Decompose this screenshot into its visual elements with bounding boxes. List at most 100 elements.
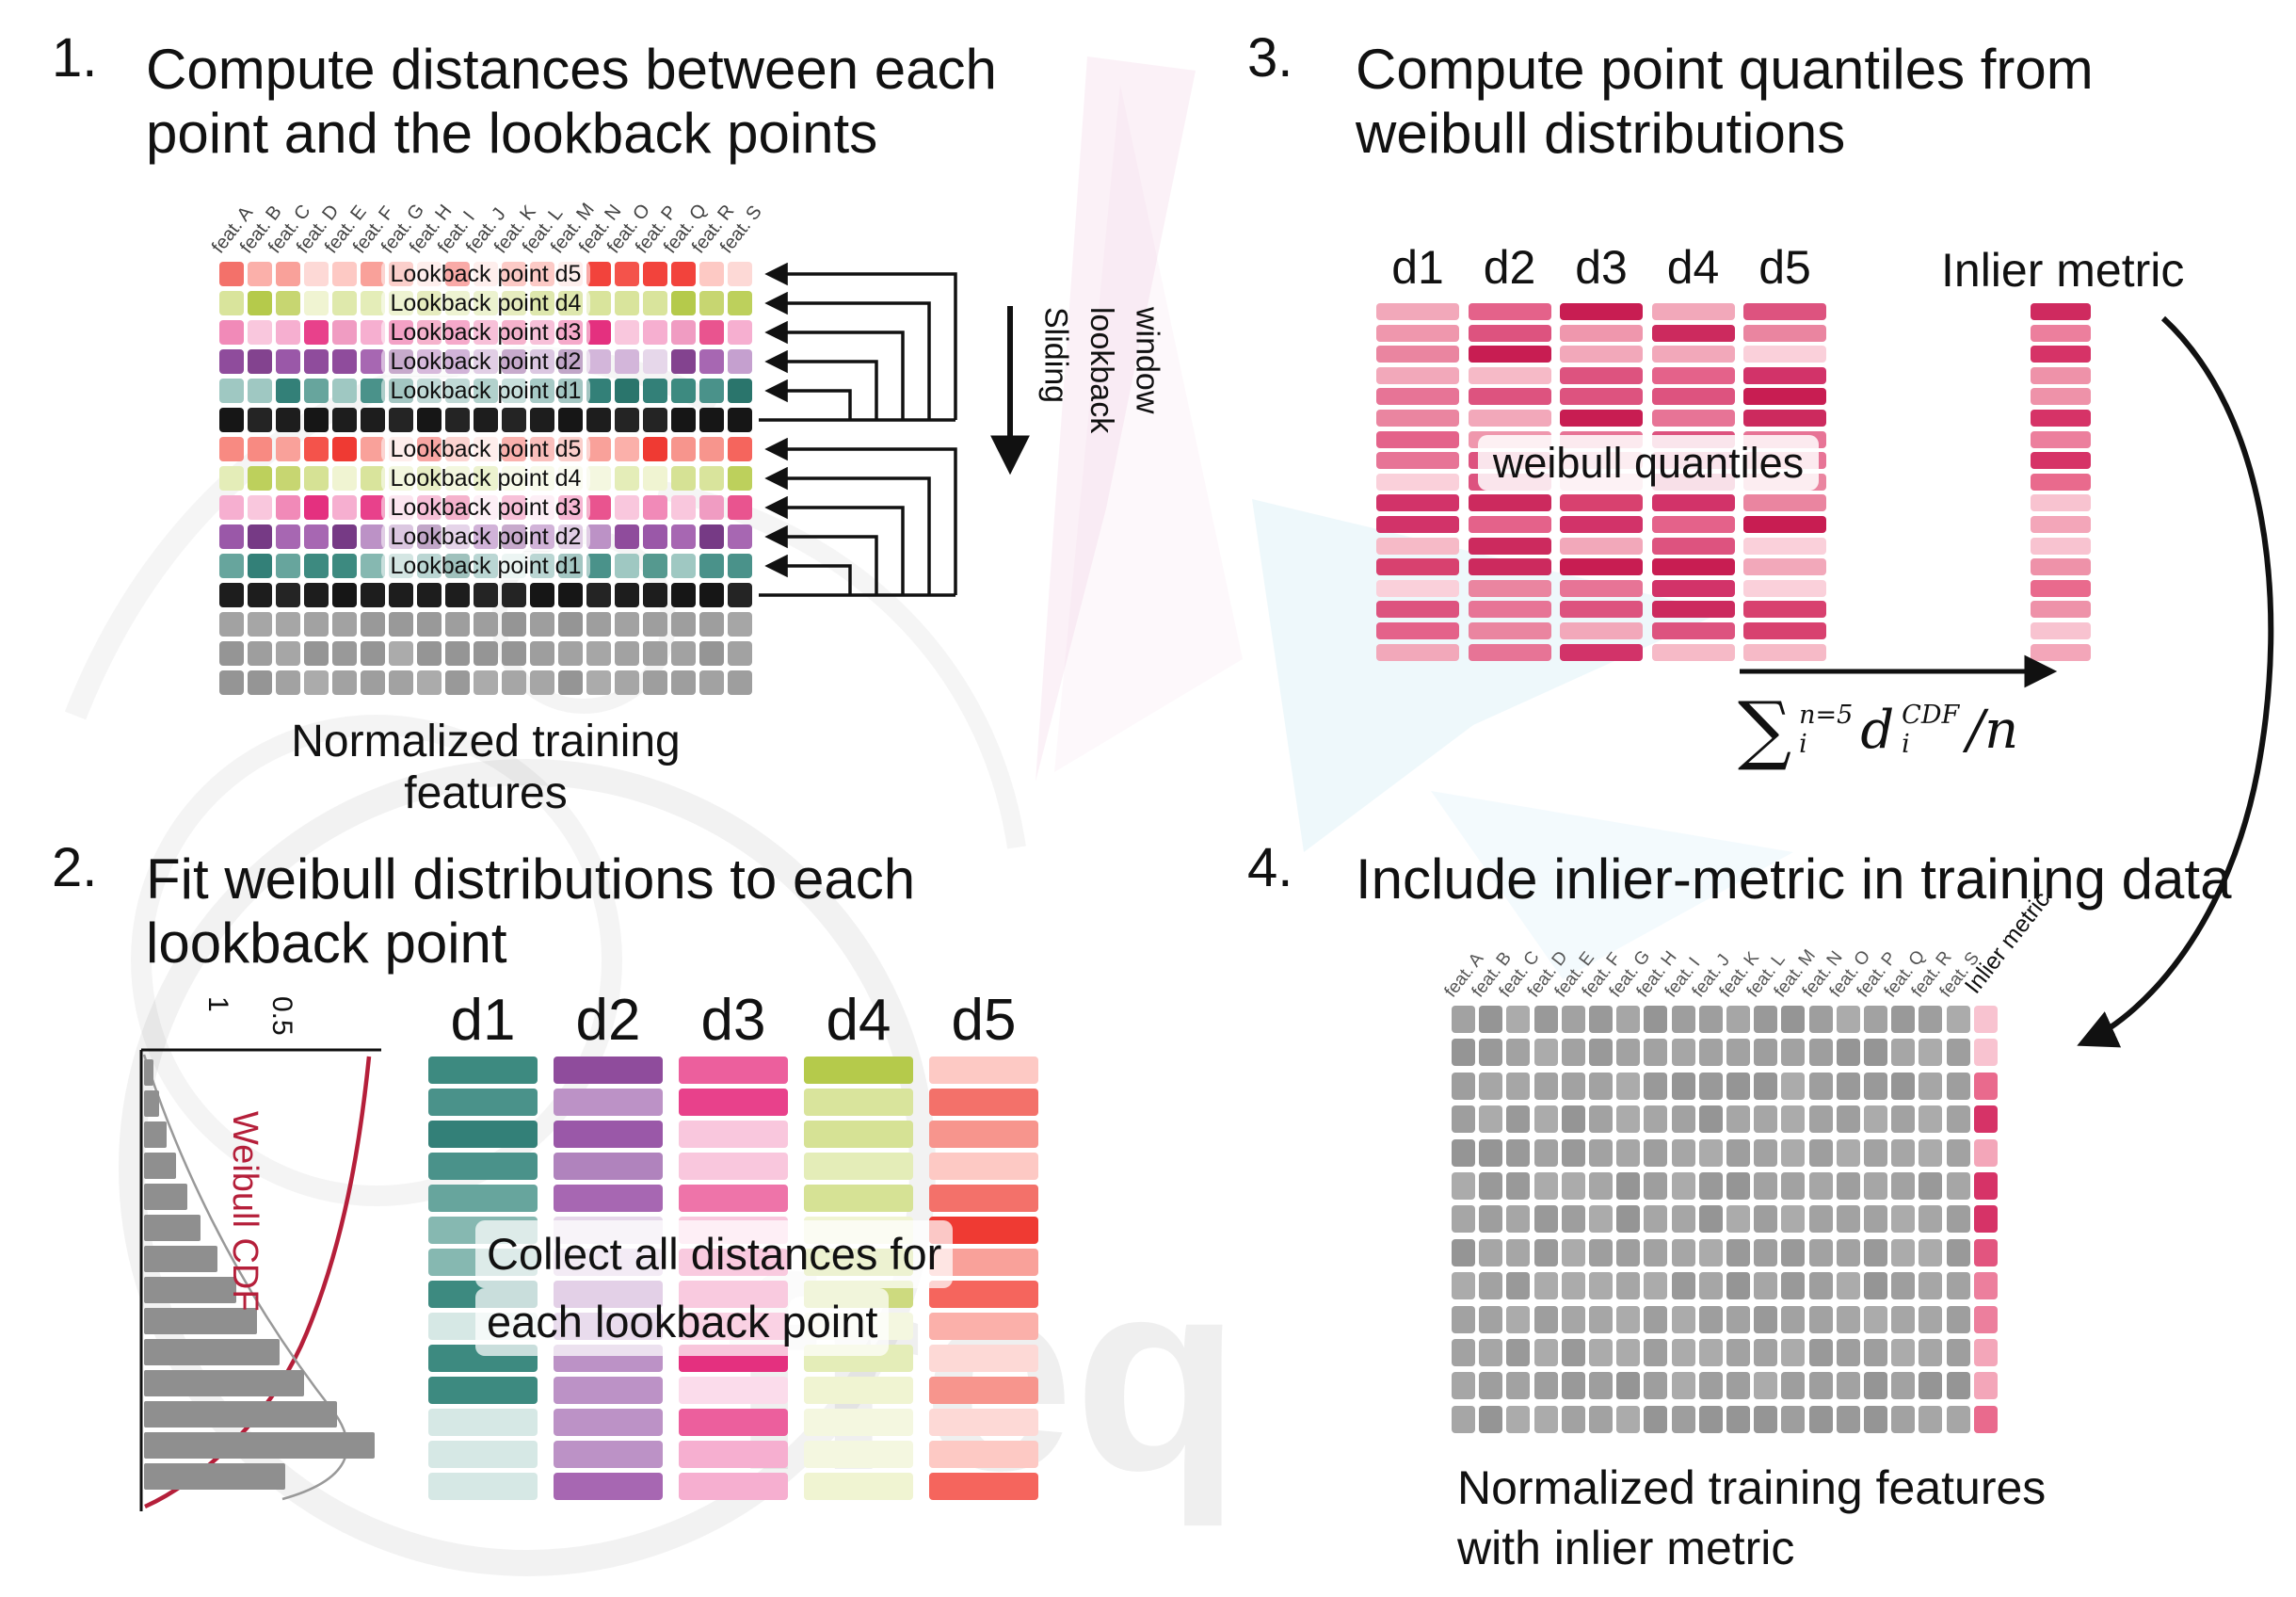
feature-cell: [1452, 1138, 1475, 1167]
distance-bar: [554, 1121, 663, 1148]
feature-cell: [1589, 1138, 1613, 1167]
feature-cell: [248, 437, 272, 461]
variable-superscript: CDF: [1902, 700, 1960, 730]
feature-cell: [1781, 1105, 1806, 1134]
weibull-quantiles-overlay: weibull quantiles: [1376, 435, 1920, 491]
quantile-bar: [1468, 516, 1551, 533]
lookback-row-label: Lookback point d2: [380, 523, 591, 551]
feature-cell: [276, 437, 300, 461]
feature-cell: [1754, 1006, 1778, 1033]
feature-cell: [558, 612, 583, 637]
feature-cell: [1644, 1172, 1668, 1200]
feature-cell: [1644, 1238, 1668, 1266]
feature-cell: [1561, 1172, 1585, 1200]
feature-cell: [1589, 1072, 1613, 1100]
feature-cell: [1919, 1372, 1943, 1400]
feature-cell: [1616, 1205, 1641, 1234]
feature-cell: [1808, 1006, 1833, 1033]
feature-cell: [586, 612, 611, 637]
quantile-bar: [1743, 516, 1826, 533]
feature-cell: [530, 670, 554, 695]
quantile-bar: [1376, 643, 1459, 661]
feature-cell: [1561, 1072, 1585, 1100]
feature-cell: [502, 670, 526, 695]
distance-bar: [929, 1377, 1038, 1404]
feature-cell: [558, 583, 583, 607]
feature-cell: [304, 670, 329, 695]
feature-cell: [728, 349, 752, 374]
feature-cell: [699, 554, 724, 578]
feature-cell: [361, 583, 385, 607]
formula-variable: d: [1860, 699, 1895, 761]
feature-cell: [1561, 1039, 1585, 1067]
feature-cell: [332, 262, 357, 286]
feature-cell: [1864, 1238, 1887, 1266]
feature-cell: [671, 349, 696, 374]
feature-cell: [1919, 1205, 1943, 1234]
feature-cell: [1808, 1105, 1833, 1134]
feature-cell: [671, 583, 696, 607]
feature-cell: [248, 379, 272, 403]
feature-cell: [389, 670, 413, 695]
feature-cell: [1864, 1172, 1887, 1200]
feature-cell: [276, 495, 300, 520]
feature-cell: [1561, 1238, 1585, 1266]
lookback-arrow-d5: [764, 437, 957, 595]
step4-caption: Normalized training features with inlier…: [1457, 1458, 2046, 1578]
feature-cell: [248, 670, 272, 695]
feature-cell: [389, 408, 413, 432]
distance-bar: [804, 1057, 913, 1084]
quantile-bar: [1468, 537, 1551, 555]
feature-cell: [699, 262, 724, 286]
quantile-bar: [1651, 410, 1735, 427]
feature-cell: [728, 262, 752, 286]
feature-cell: [728, 466, 752, 491]
note-line-2: each lookback point: [475, 1288, 890, 1357]
feature-cell: [1946, 1405, 1970, 1433]
feature-cell: [1808, 1372, 1833, 1400]
feature-cell: [1919, 1272, 1943, 1300]
feature-cell: [304, 408, 329, 432]
quantile-bar: [1376, 516, 1459, 533]
feature-cell: [361, 641, 385, 666]
feature-cell: [1479, 1006, 1503, 1033]
feature-cell: [586, 379, 611, 403]
lookback-arrow-d4: [764, 466, 931, 595]
feature-cell: [1864, 1205, 1887, 1234]
feature-cell: [1644, 1138, 1668, 1167]
lookback-arrow-d4: [764, 291, 931, 420]
sum-subscript: i: [1799, 730, 1807, 759]
feature-cell: [1616, 1039, 1641, 1067]
feature-cell: [1644, 1405, 1668, 1433]
hist-tick-05: 0.5: [266, 996, 297, 1036]
feature-cell: [615, 554, 639, 578]
feature-cell: [1644, 1339, 1668, 1366]
feature-cell: [248, 291, 272, 315]
feature-cell: [558, 641, 583, 666]
feature-cell: [1781, 1039, 1806, 1067]
feature-cell: [1864, 1138, 1887, 1167]
distance-bar: [929, 1185, 1038, 1212]
feature-cell: [671, 612, 696, 637]
feature-cell: [1698, 1006, 1723, 1033]
feature-cell: [1891, 1405, 1916, 1433]
feature-cell: [1946, 1172, 1970, 1200]
feature-cell: [1726, 1205, 1750, 1234]
step3-title: Compute point quantiles from weibull dis…: [1356, 38, 2094, 165]
variable-subscript: i: [1902, 730, 1910, 759]
feature-cell: [1698, 1372, 1723, 1400]
step2-title: Fit weibull distributions to each lookba…: [146, 847, 916, 975]
quantile-bar: [1743, 324, 1826, 342]
histogram-bar: [144, 1277, 236, 1303]
sliding-window-label-line: Sliding: [1037, 307, 1074, 404]
step1-number: 1.: [52, 27, 98, 89]
distance-bar: [929, 1089, 1038, 1116]
distance-bar: [804, 1153, 913, 1180]
histogram-bar: [144, 1308, 257, 1334]
inlier-bar: [2031, 622, 2091, 639]
feature-cell: [699, 408, 724, 432]
weibull-quantiles-text: weibull quantiles: [1477, 435, 1820, 491]
feature-cell: [1864, 1105, 1887, 1134]
feature-cell: [1561, 1105, 1585, 1134]
feature-cell: [728, 524, 752, 549]
